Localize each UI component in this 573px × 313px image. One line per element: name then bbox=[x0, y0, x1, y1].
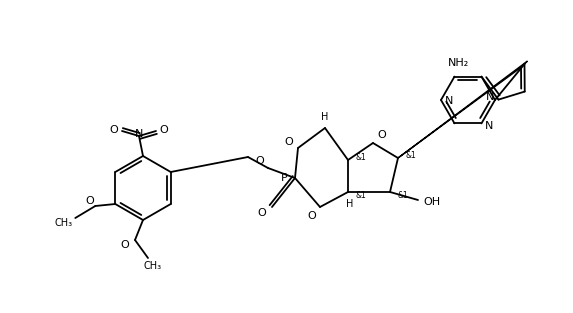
Text: O: O bbox=[378, 130, 386, 140]
Text: H: H bbox=[321, 112, 329, 122]
Polygon shape bbox=[398, 61, 528, 158]
Text: NH₂: NH₂ bbox=[448, 58, 469, 68]
Text: O: O bbox=[285, 137, 293, 147]
Text: N: N bbox=[486, 92, 494, 102]
Text: P: P bbox=[281, 173, 288, 183]
Text: O: O bbox=[258, 208, 266, 218]
Text: H: H bbox=[346, 199, 354, 209]
Text: CH₃: CH₃ bbox=[54, 218, 72, 228]
Text: CH₃: CH₃ bbox=[144, 261, 162, 271]
Text: &1: &1 bbox=[406, 151, 417, 161]
Text: N: N bbox=[485, 121, 494, 131]
Text: O: O bbox=[256, 156, 264, 166]
Text: N: N bbox=[445, 96, 453, 106]
Text: O: O bbox=[109, 125, 119, 135]
Text: O: O bbox=[160, 125, 168, 135]
Text: &1: &1 bbox=[356, 152, 366, 162]
Text: O: O bbox=[85, 196, 93, 206]
Text: OH: OH bbox=[423, 197, 441, 207]
Text: &1: &1 bbox=[398, 192, 409, 201]
Text: O: O bbox=[121, 240, 129, 250]
Text: N: N bbox=[135, 129, 143, 139]
Text: O: O bbox=[308, 211, 316, 221]
Text: &1: &1 bbox=[356, 191, 366, 199]
